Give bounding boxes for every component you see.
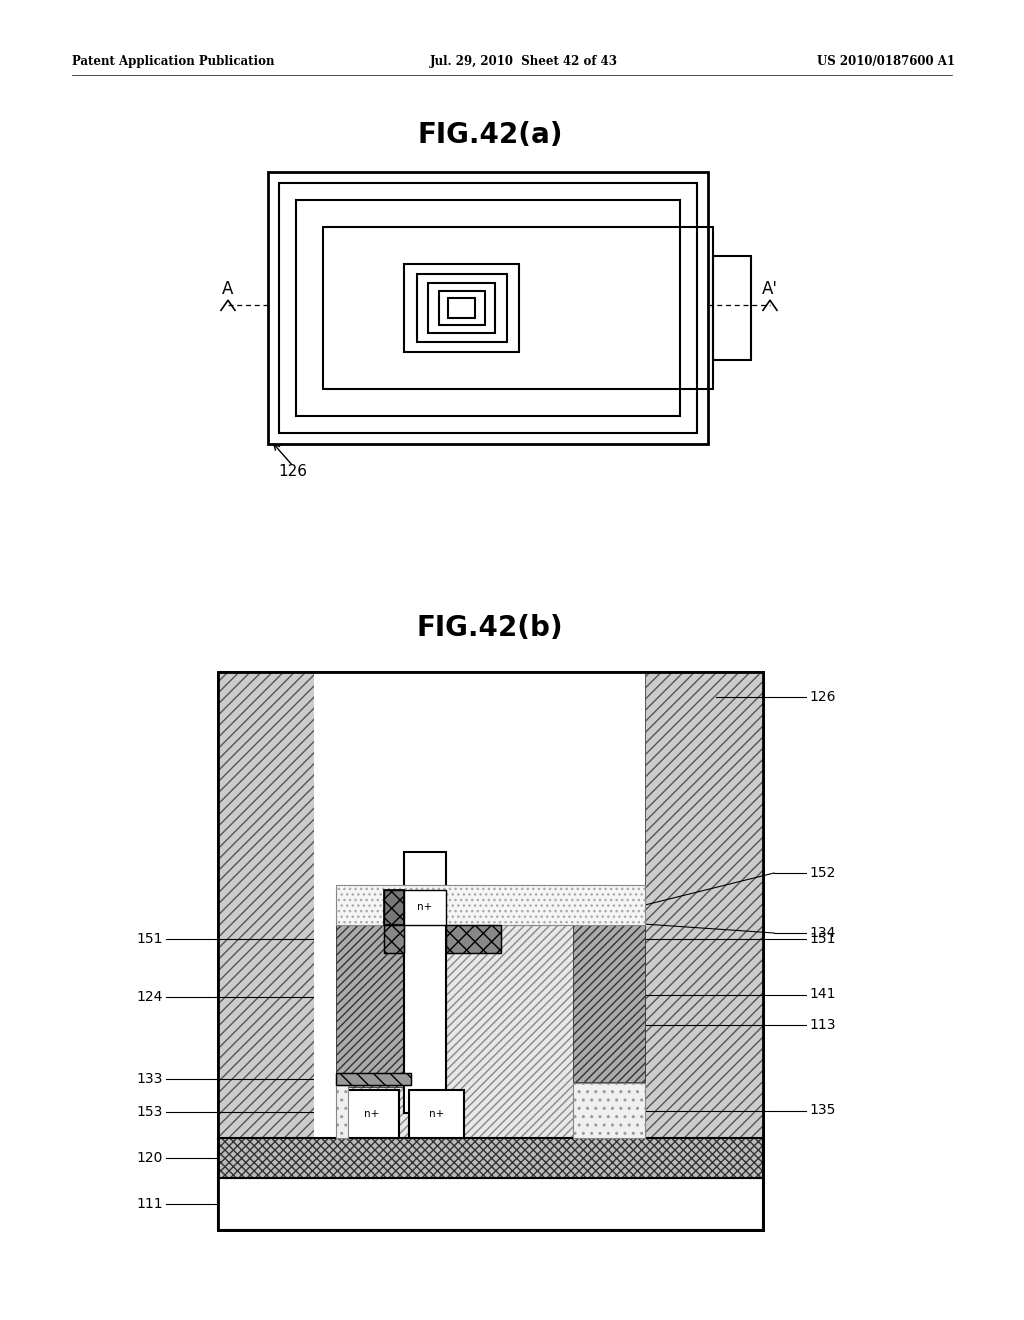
Text: n+: n+ [364,1109,379,1119]
Bar [316,672,336,1138]
Bar [573,1082,645,1138]
Bar [218,672,763,1230]
Text: A': A' [762,280,778,298]
Bar [218,672,763,1230]
Bar [336,672,645,1138]
Bar [218,1138,763,1177]
Text: 124: 124 [136,990,163,1005]
Bar [336,884,645,925]
Text: 126: 126 [278,465,307,479]
Text: A: A [222,280,233,298]
Bar [268,172,708,444]
Text: US 2010/0187600 A1: US 2010/0187600 A1 [817,55,955,69]
Bar [384,925,404,953]
Bar [279,183,697,433]
Text: 120: 120 [136,1151,163,1166]
Bar [404,890,446,925]
Bar [449,298,475,318]
Bar [573,907,645,1082]
Bar [713,256,751,360]
Bar [336,1073,411,1085]
Bar [218,672,314,1138]
Bar [336,884,645,925]
Bar [446,925,501,953]
Bar [573,1082,645,1138]
Bar [438,290,484,325]
Text: n+: n+ [418,903,432,912]
Bar [417,275,507,342]
Text: 133: 133 [136,1072,163,1086]
Bar [428,282,495,333]
Text: Patent Application Publication: Patent Application Publication [72,55,274,69]
Text: FIG.42(a): FIG.42(a) [417,121,563,149]
Text: 151: 151 [809,932,836,946]
Bar [384,890,404,925]
Text: 151: 151 [136,932,163,946]
Bar [218,1177,763,1230]
Bar [218,672,336,1138]
Text: 126: 126 [809,690,836,704]
Text: 111: 111 [136,1197,163,1210]
Bar [336,907,404,1086]
Bar [314,672,336,1138]
Text: 135: 135 [809,1104,836,1118]
Bar [384,925,404,953]
Text: 134: 134 [809,927,836,940]
Bar [218,1138,763,1177]
Bar [336,912,645,1138]
Text: 113: 113 [809,1018,836,1032]
Bar [344,1090,399,1138]
Bar [336,1085,348,1138]
Text: FIG.42(b): FIG.42(b) [417,614,563,642]
Bar [409,1090,464,1138]
Bar [446,925,501,953]
Bar [296,201,680,416]
Bar [645,672,763,1138]
Bar [336,1085,348,1138]
Text: 141: 141 [809,987,836,1002]
Bar [336,1073,411,1085]
Text: 152: 152 [809,866,836,880]
Bar [404,851,446,1113]
Bar [384,890,404,925]
Text: n+: n+ [429,1109,444,1119]
Text: Jul. 29, 2010  Sheet 42 of 43: Jul. 29, 2010 Sheet 42 of 43 [430,55,618,69]
Text: 153: 153 [136,1105,163,1118]
Bar [404,264,519,352]
Bar [323,227,713,389]
